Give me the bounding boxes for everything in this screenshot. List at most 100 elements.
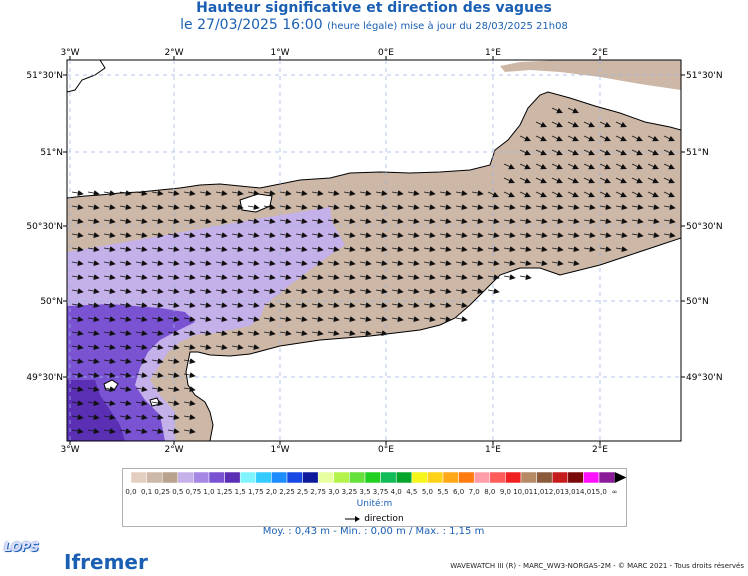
wave-arrow [599,163,611,170]
wave-arrow [199,316,212,322]
wave-arrow [183,232,196,238]
wave-arrow [471,232,484,238]
wave-arrow [247,330,260,336]
wave-arrow [327,316,340,322]
wave-arrow [407,246,420,252]
wave-arrow [327,218,340,224]
wave-arrow [103,400,116,406]
map-date: le 27/03/2025 16:00 (heure légale) mise … [0,17,748,33]
wave-arrow [407,260,420,266]
wave-arrow [599,121,611,128]
legend-unit: Unité:m [356,499,393,509]
lat-label-right: 50°N [686,297,709,307]
wave-arrow [359,260,372,266]
wave-arrow [183,330,196,336]
wave-arrow [279,302,292,308]
lops-logo: LOPS [4,540,39,554]
wave-arrow [583,191,595,198]
wave-arrow [407,232,420,238]
wave-arrow [71,414,84,420]
wave-arrow [151,302,164,308]
wave-arrow [119,372,132,378]
date-sub: (heure légale) mise à jour du 28/03/2025… [327,21,568,32]
wave-arrow [167,428,180,434]
wave-arrow [455,232,468,238]
lon-label-bottom: 2°E [592,445,608,455]
wave-arrow [359,302,372,308]
legend-swatch [505,471,522,484]
wave-arrow [471,288,484,294]
wave-arrow [279,190,292,196]
wave-arrow [167,358,180,364]
wave-arrow [183,316,196,322]
wave-arrow [135,232,148,238]
wave-arrow [167,414,180,420]
wave-arrow [343,260,356,266]
legend-swatch [239,471,257,484]
wave-arrow [167,400,180,406]
wave-arrow [151,232,164,238]
wave-arrow [359,274,372,280]
legend-label: 10,0 [513,488,529,496]
legend-swatch [458,471,475,484]
legend-label: 3,5 [359,488,371,496]
wave-arrow [119,232,132,238]
wave-arrow [439,190,452,196]
wave-arrow [647,135,659,142]
legend-label: 7,0 [468,488,480,496]
wave-arrow [487,232,500,238]
lat-label-left: 51°30'N [26,71,63,81]
legend-swatch [161,471,179,484]
wave-arrow [167,316,180,322]
legend: 0,0 0,1 0,25 0,5 0,75 1,0 1,25 1,5 1,75 2,0 2,25 2,… [122,468,627,527]
wave-arrow [167,330,180,336]
wave-arrow [167,274,180,280]
legend-label: 12,0 [544,488,560,496]
wave-arrow [119,358,132,364]
wave-arrow [103,218,116,224]
wave-arrow [151,190,164,196]
wave-arrow [135,344,148,350]
wave-arrow [631,218,644,224]
wave-arrow [71,302,84,308]
wave-arrow [423,260,436,266]
wave-arrow [71,204,84,210]
wave-arrow [519,163,531,170]
wave-arrow [215,288,228,294]
wave-arrow [151,330,164,336]
legend-arrow-icon [614,472,626,483]
wave-arrow [151,274,164,280]
wave-arrow [583,149,595,156]
wave-arrow [87,358,100,364]
wave-arrow [87,232,100,238]
wave-arrow [103,330,116,336]
legend-label: 13,0 [560,488,576,496]
wave-arrow [455,260,468,266]
legend-label: 5,5 [437,488,449,496]
legend-label: 15,0 [591,488,607,496]
legend-swatch [349,471,366,484]
wave-stats: Moy. : 0,43 m - Min. : 0,00 m / Max. : 1… [262,526,485,537]
lon-label-top: 3°W [60,48,79,58]
wave-arrow [71,372,84,378]
wave-arrow [407,190,420,196]
wave-arrow [407,302,420,308]
wave-arrow [231,218,244,224]
wave-arrow [455,288,468,294]
wave-arrow [343,218,356,224]
wave-arrow [551,121,563,128]
wave-arrow [599,204,612,210]
wave-arrow [135,316,148,322]
wave-arrow [151,372,164,378]
wave-arrow [535,135,547,142]
wave-arrow [663,232,676,238]
wave-arrow [391,302,404,308]
wave-arrow [247,344,260,350]
lon-label-bottom: 1°W [270,445,289,455]
legend-swatch [598,471,615,484]
wave-arrow [167,246,180,252]
wave-arrow [439,316,452,322]
wave-arrow [391,316,404,322]
wave-arrow [375,246,388,252]
wave-arrow [551,177,563,184]
